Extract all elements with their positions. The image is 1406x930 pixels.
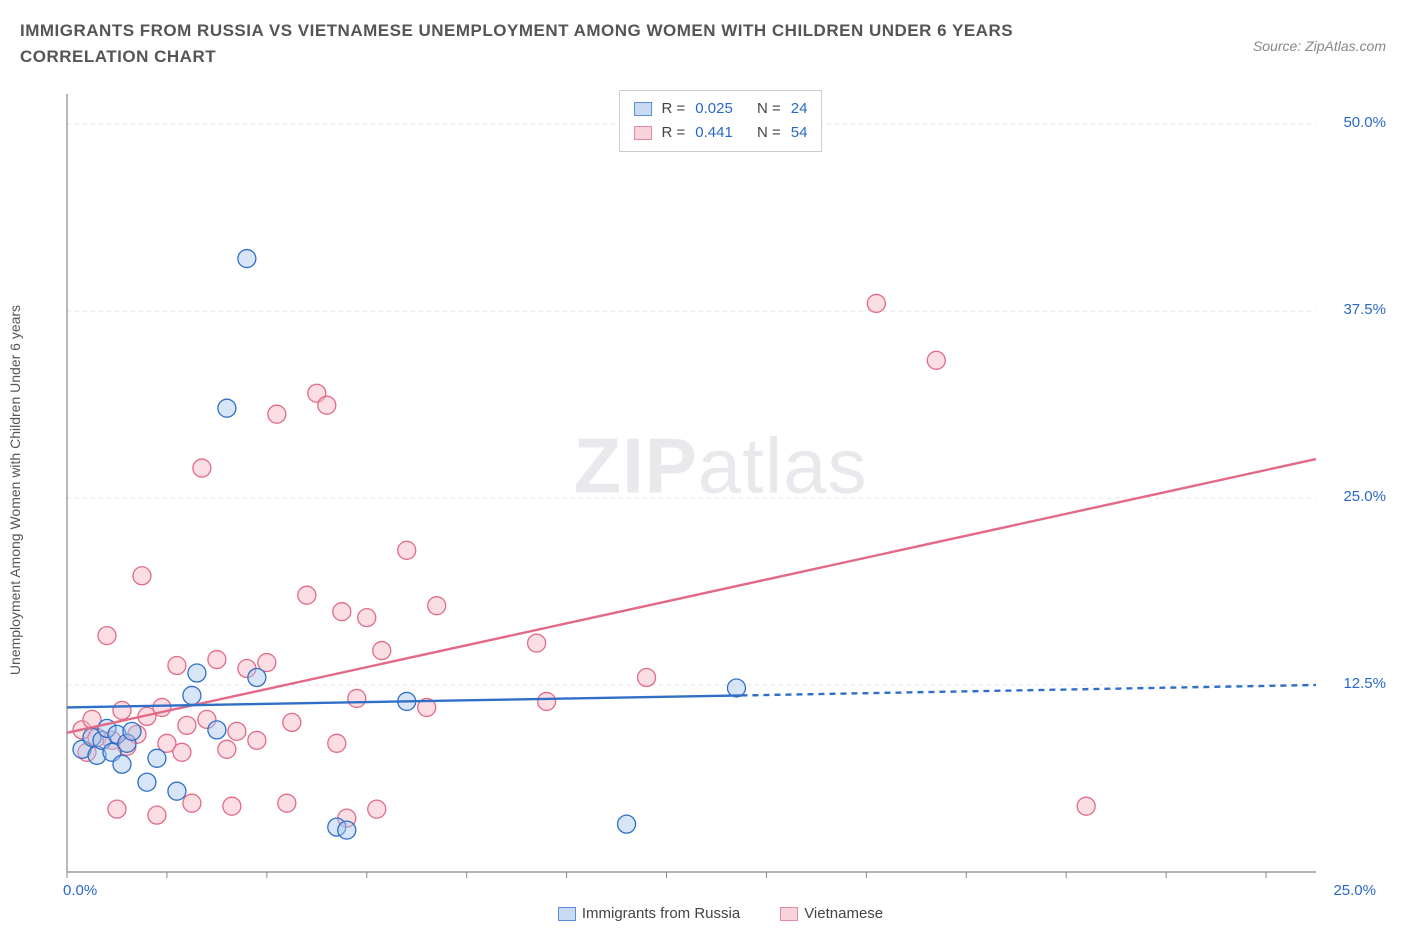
legend-label-series1: Immigrants from Russia (582, 905, 740, 922)
n-label: N = (757, 121, 781, 145)
swatch-series2 (780, 907, 798, 921)
legend-label-series2: Vietnamese (804, 905, 883, 922)
x-axis-legend: Immigrants from Russia Vietnamese (55, 905, 1386, 922)
plot-area: Unemployment Among Women with Children U… (55, 90, 1386, 890)
chart-container: IMMIGRANTS FROM RUSSIA VS VIETNAMESE UNE… (0, 0, 1406, 930)
y-tick-label: 50.0% (1326, 114, 1386, 131)
swatch-series1 (558, 907, 576, 921)
n-value-series2: 54 (791, 121, 808, 145)
chart-title: IMMIGRANTS FROM RUSSIA VS VIETNAMESE UNE… (20, 18, 1140, 69)
stats-legend-box: R = 0.025 N = 24 R = 0.441 N = 54 (619, 90, 823, 152)
y-tick-label: 25.0% (1326, 488, 1386, 505)
swatch-series1 (634, 102, 652, 116)
r-label: R = (662, 97, 686, 121)
source-attribution: Source: ZipAtlas.com (1253, 18, 1386, 54)
x-tick-label: 25.0% (1333, 882, 1376, 899)
r-label: R = (662, 121, 686, 145)
r-value-series1: 0.025 (695, 97, 733, 121)
stats-row-series1: R = 0.025 N = 24 (634, 97, 808, 121)
r-value-series2: 0.441 (695, 121, 733, 145)
n-value-series1: 24 (791, 97, 808, 121)
legend-item-series2: Vietnamese (780, 905, 883, 922)
swatch-series2 (634, 126, 652, 140)
y-tick-label: 37.5% (1326, 301, 1386, 318)
x-tick-label: 0.0% (63, 882, 97, 899)
y-axis-label: Unemployment Among Women with Children U… (7, 305, 23, 675)
n-label: N = (757, 97, 781, 121)
stats-row-series2: R = 0.441 N = 54 (634, 121, 808, 145)
y-tick-label: 12.5% (1326, 675, 1386, 692)
legend-item-series1: Immigrants from Russia (558, 905, 740, 922)
scatter-plot-svg (55, 90, 1386, 890)
header-row: IMMIGRANTS FROM RUSSIA VS VIETNAMESE UNE… (20, 18, 1386, 69)
